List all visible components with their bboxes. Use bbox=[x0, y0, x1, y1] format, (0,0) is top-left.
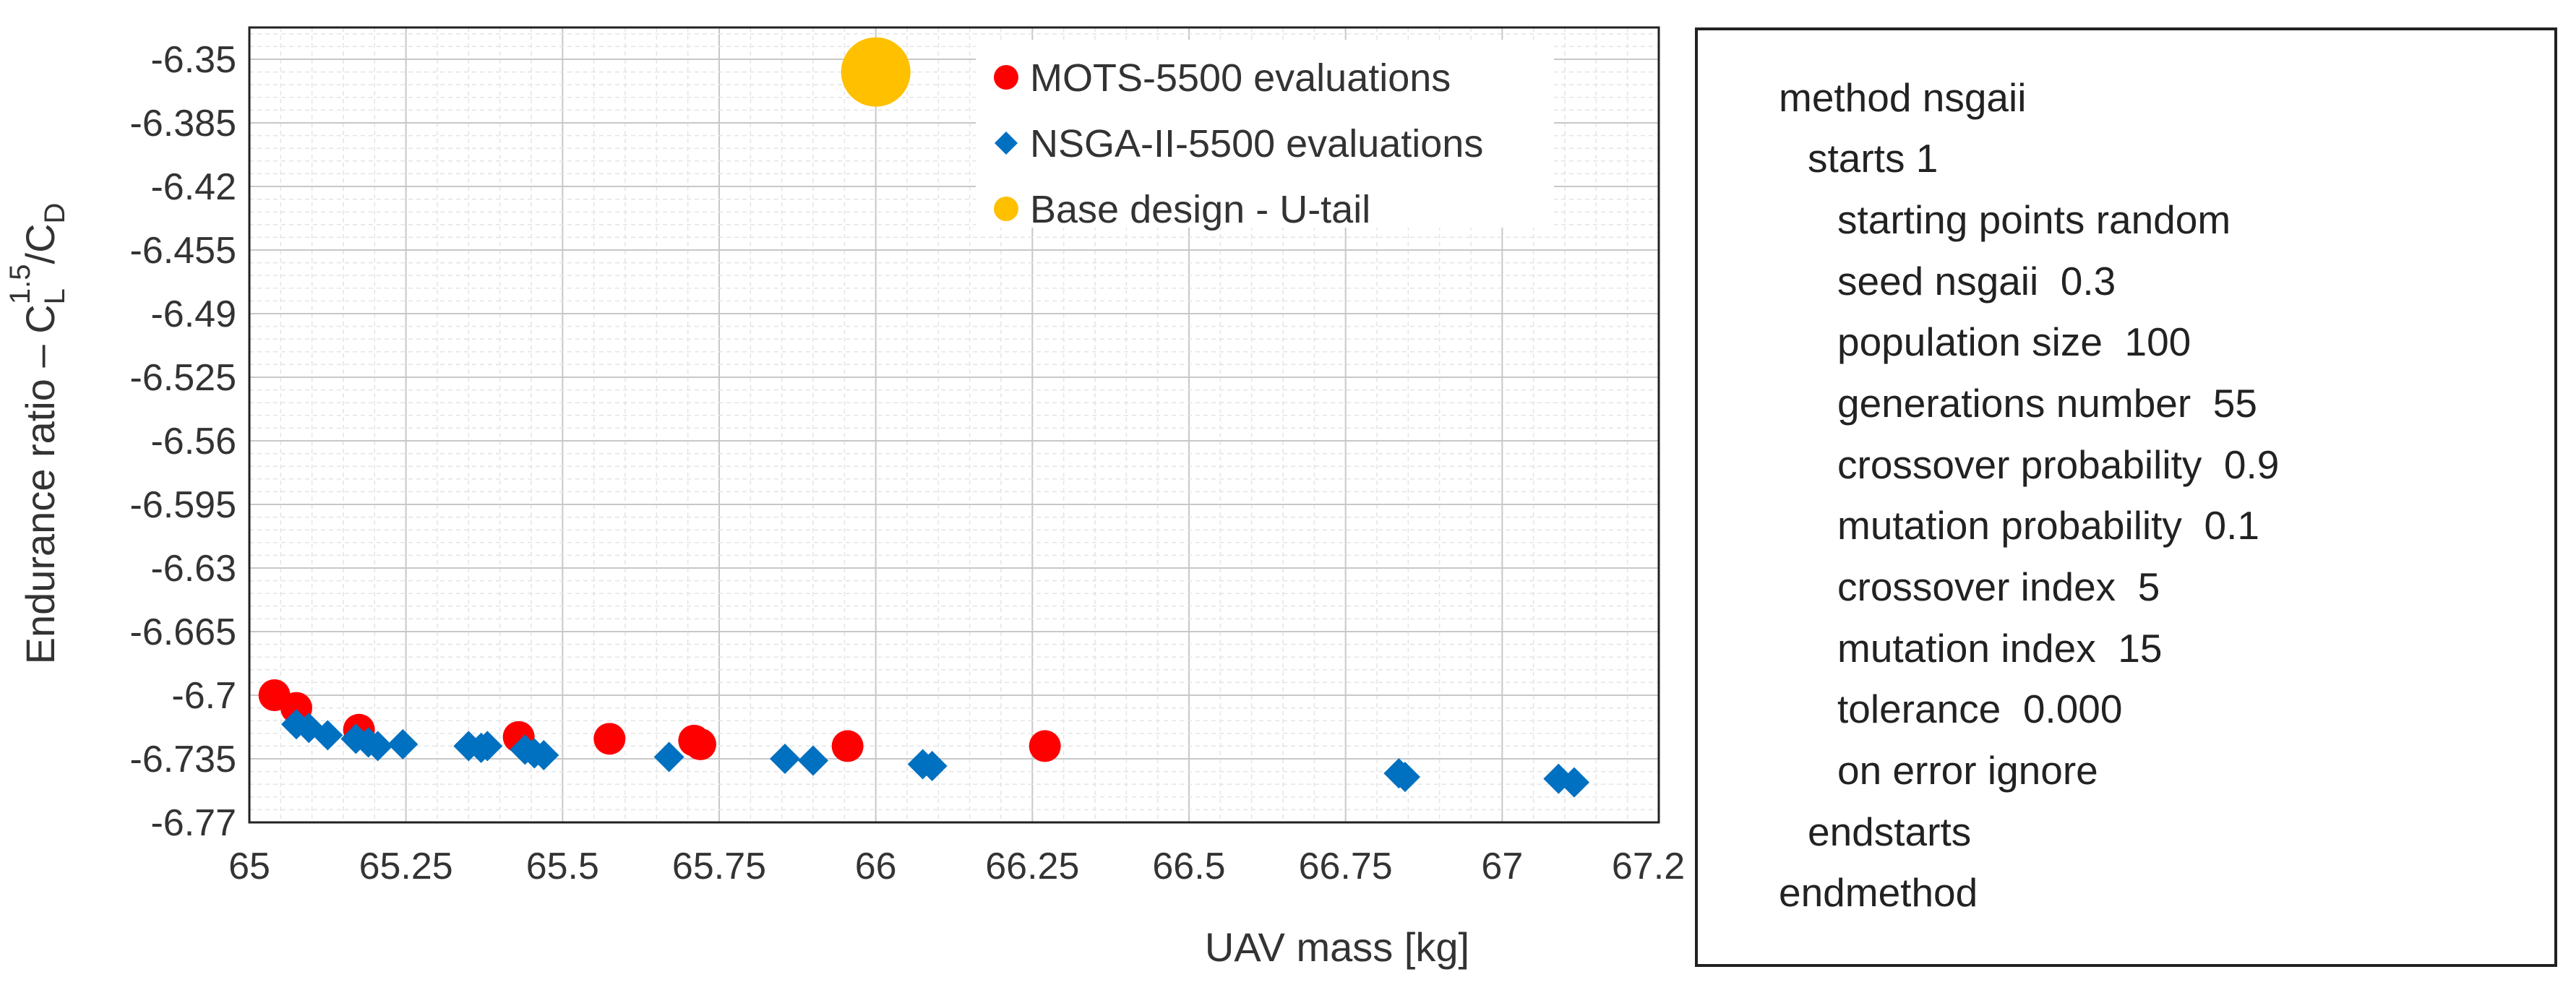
y-axis-label-sup: 1.5 bbox=[4, 264, 36, 304]
code-line-mutation-index: mutation index 15 bbox=[1837, 626, 2163, 671]
y-tick-label: -6.77 bbox=[150, 802, 236, 844]
x-tick-label: 66.25 bbox=[985, 846, 1079, 887]
x-tick-label: 65.25 bbox=[359, 846, 453, 887]
nsgaii-point bbox=[798, 745, 828, 776]
x-tick-label: 65 bbox=[228, 846, 270, 887]
x-tick-label: 67 bbox=[1481, 846, 1523, 887]
plot-area-border bbox=[248, 26, 1660, 824]
y-axis-label-mid: /C bbox=[17, 223, 63, 264]
nsgaii-point bbox=[1390, 762, 1420, 793]
y-tick-label: -6.56 bbox=[150, 421, 236, 463]
y-tick-label: -6.42 bbox=[150, 166, 236, 208]
x-tick-label: 67.25 bbox=[1612, 846, 1684, 887]
y-tick-label: -6.595 bbox=[130, 484, 236, 526]
code-line-crossover-probability: crossover probability 0.9 bbox=[1837, 442, 2280, 487]
nsgaii-point bbox=[293, 713, 325, 744]
code-line-mutation-probability: mutation probability 0.1 bbox=[1837, 503, 2259, 548]
y-tick-label: -6.35 bbox=[150, 39, 236, 81]
scatter-chart: 6565.2565.565.756666.2566.566.756767.25 … bbox=[4, 26, 1684, 970]
y-tick-label: -6.525 bbox=[130, 357, 236, 399]
y-tick-label: -6.735 bbox=[130, 739, 236, 780]
mots-point bbox=[593, 723, 626, 755]
mots-point bbox=[684, 728, 716, 760]
legend-label-nsgaii: NSGA-II-5500 evaluations bbox=[1030, 122, 1483, 165]
x-tick-label: 65.75 bbox=[672, 846, 766, 887]
code-line-endmethod: endmethod bbox=[1779, 870, 1978, 915]
x-tick-label: 65.5 bbox=[526, 846, 599, 887]
code-line-on-error: on error ignore bbox=[1837, 748, 2098, 793]
code-line-population-size: population size 100 bbox=[1837, 319, 2191, 364]
x-tick-labels: 65 65.25 65.5 65.75 66 66.25 66.5 66.75 67 67.25 bbox=[228, 846, 1684, 887]
base-design-point bbox=[841, 37, 911, 107]
settings-panel: method nsgaii starts 1 starting points r… bbox=[1695, 27, 2557, 967]
legend: MOTS-5500 evaluations NSGA-II-5500 evalu… bbox=[976, 40, 1554, 231]
code-line-tolerance: tolerance 0.000 bbox=[1837, 687, 2123, 731]
grid-lines bbox=[249, 27, 1660, 823]
nsgaii-point bbox=[653, 741, 684, 773]
x-tick-label: 66 bbox=[855, 846, 897, 887]
data-points bbox=[258, 37, 1589, 798]
y-tick-label: -6.665 bbox=[130, 611, 236, 653]
legend-item-nsgaii: NSGA-II-5500 evaluations bbox=[995, 122, 1483, 165]
y-tick-label: -6.385 bbox=[130, 103, 236, 145]
y-tick-label: -6.455 bbox=[130, 230, 236, 272]
nsgaii-point bbox=[916, 751, 948, 782]
x-tick-label: 66.75 bbox=[1299, 846, 1393, 887]
nsgaii-point bbox=[528, 739, 559, 770]
nsgaii-point bbox=[472, 731, 503, 762]
nsgaii-point bbox=[770, 744, 800, 774]
mots-point bbox=[280, 692, 312, 724]
legend-item-base: Base design - U-tail bbox=[994, 188, 1370, 231]
mots-point bbox=[831, 730, 864, 762]
code-line-crossover-index: crossover index 5 bbox=[1837, 564, 2160, 609]
code-line-method: method nsgaii bbox=[1779, 75, 2027, 120]
legend-label-mots: MOTS-5500 evaluations bbox=[1030, 56, 1451, 100]
legend-marker-base bbox=[994, 197, 1018, 221]
nsgaii-point bbox=[1559, 767, 1589, 798]
mots-point bbox=[1029, 730, 1061, 762]
code-line-seed: seed nsgaii 0.3 bbox=[1837, 259, 2116, 304]
y-axis-label: Endurance ratio – CL1.5/CD bbox=[4, 203, 71, 665]
y-tick-label: -6.7 bbox=[171, 675, 236, 717]
y-axis-label-sub-l: L bbox=[39, 288, 71, 304]
y-tick-label: -6.63 bbox=[150, 548, 236, 590]
y-axis-label-main: Endurance ratio – C bbox=[17, 304, 63, 664]
y-tick-labels: -6.35 -6.385 -6.42 -6.455 -6.49 -6.525 -6.56 -6… bbox=[130, 39, 236, 844]
code-line-starting-points: starting points random bbox=[1837, 197, 2231, 242]
legend-marker-nsgaii bbox=[995, 132, 1018, 155]
x-tick-label: 66.5 bbox=[1152, 846, 1225, 887]
code-line-generations-number: generations number 55 bbox=[1837, 381, 2257, 426]
nsgaii-point bbox=[362, 731, 393, 762]
y-axis-label-sub-d: D bbox=[39, 203, 71, 224]
code-line-endstarts: endstarts bbox=[1808, 809, 1972, 854]
x-axis-label: UAV mass [kg] bbox=[1205, 924, 1469, 970]
code-line-starts: starts 1 bbox=[1808, 136, 1939, 181]
legend-marker-mots bbox=[994, 65, 1018, 90]
nsgaii-point bbox=[387, 728, 418, 760]
nsgaii-point bbox=[340, 723, 372, 754]
legend-item-mots: MOTS-5500 evaluations bbox=[994, 56, 1451, 100]
legend-label-base: Base design - U-tail bbox=[1030, 188, 1370, 231]
nsgaii-point bbox=[312, 720, 343, 751]
y-tick-label: -6.49 bbox=[150, 293, 236, 335]
